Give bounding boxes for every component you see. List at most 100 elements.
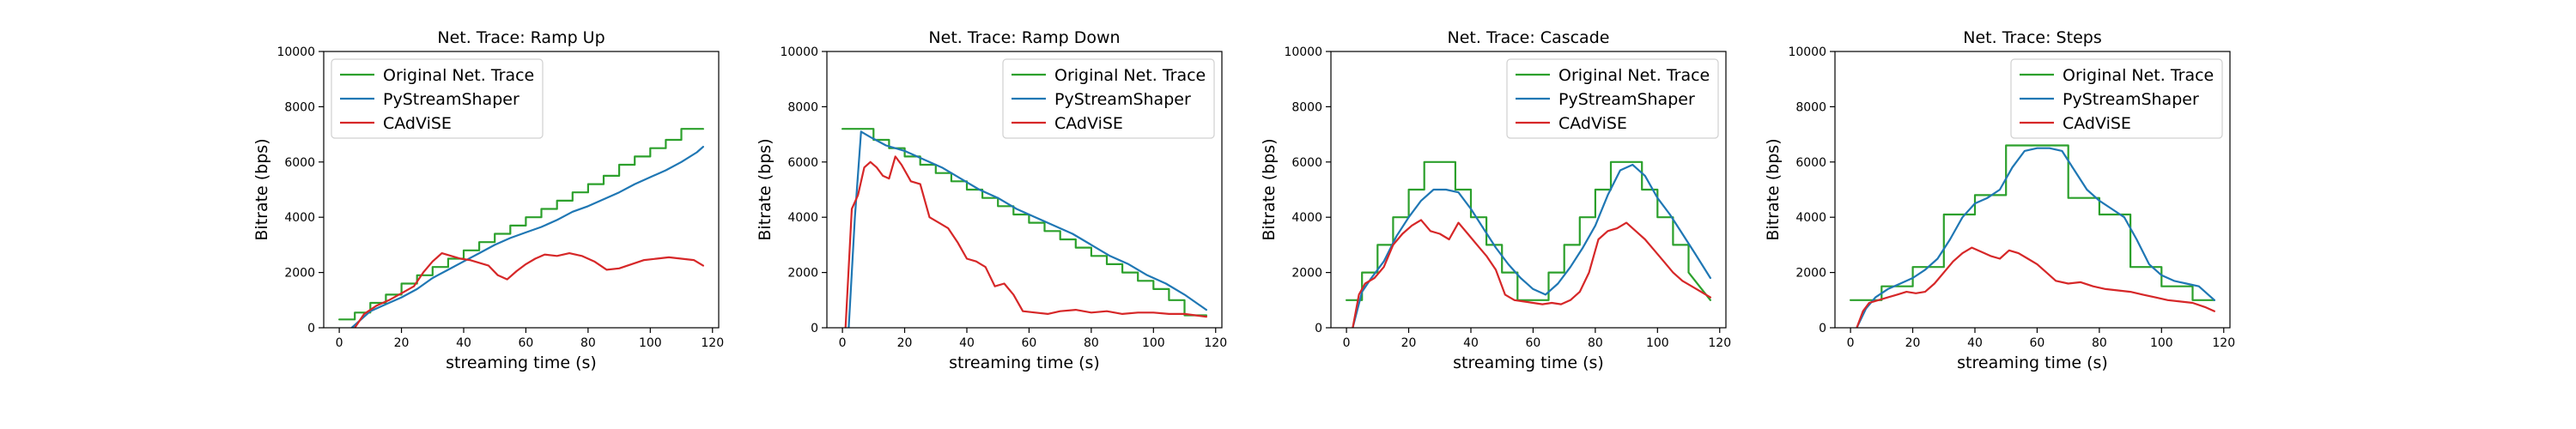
y-tick-label: 4000 [284,211,315,225]
x-tick-label: 100 [1142,336,1165,350]
y-axis-label: Bitrate (bps) [1764,138,1783,240]
legend: Original Net. Trace PyStreamShaper CAdViSE [1506,58,1719,139]
x-tick-label: 40 [1967,336,1983,350]
plot-frame [1330,51,1727,329]
y-tick-label: 0 [307,322,315,335]
legend-box [1506,58,1719,139]
y-tick-label: 8000 [1795,100,1826,114]
y-tick-label: 2000 [284,267,315,281]
y-axis-label: Bitrate (bps) [1260,138,1279,240]
y-tick-label: 2000 [787,267,818,281]
x-tick-label: 60 [1022,336,1037,350]
chart-title: Net. Trace: Cascade [1448,28,1610,47]
x-tick-label: 0 [1847,336,1855,350]
y-axis-label: Bitrate (bps) [252,138,271,240]
y-tick-label: 2000 [1291,267,1322,281]
chart-panel-4: Net. Trace: Steps 0 20 40 60 80 100 120 0 2000 400… [1764,28,2235,372]
x-tick-label: 80 [2092,336,2107,350]
y-tick-label: 10000 [780,45,818,59]
series-line-3 [1856,246,2215,328]
chart-panel-1: Net. Trace: Ramp Up 0 20 40 60 80 100 120 0 2000 4… [252,28,724,372]
series-line-3 [1352,219,1712,328]
x-tick-label: 40 [456,336,471,350]
x-tick-label: 0 [1343,336,1351,350]
x-tick-label: 20 [897,336,913,350]
legend-entry: PyStreamShaper [2063,90,2199,109]
y-tick-label: 6000 [1795,156,1826,170]
y-tick-label: 10000 [1788,45,1826,59]
y-tick-label: 8000 [1291,100,1322,114]
legend-entry: Original Net. Trace [2063,66,2214,85]
legend-entry: Original Net. Trace [1054,66,1206,85]
x-tick-label: 20 [394,336,410,350]
x-tick-label: 20 [1905,336,1921,350]
series-line-2 [1856,147,2215,328]
series-line-2 [350,146,705,328]
chart-title: Net. Trace: Ramp Down [928,28,1120,47]
x-axis-label: streaming time (s) [949,353,1100,372]
legend: Original Net. Trace PyStreamShaper CAdViSE [1002,58,1215,139]
x-tick-label: 60 [1526,336,1541,350]
y-tick-label: 4000 [787,211,818,225]
legend-entry: PyStreamShaper [1054,90,1191,109]
x-tick-label: 60 [2030,336,2045,350]
legend: Original Net. Trace PyStreamShaper CAdViSE [331,58,544,139]
y-tick-label: 0 [811,322,818,335]
legend-box [331,58,544,139]
legend-entry: CAdViSE [383,114,452,133]
y-tick-label: 6000 [284,156,315,170]
plot-frame [1834,51,2231,329]
legend-entry: Original Net. Trace [383,66,534,85]
x-tick-label: 40 [1463,336,1479,350]
x-tick-label: 120 [1708,336,1731,350]
x-tick-label: 40 [959,336,975,350]
x-tick-label: 100 [639,336,662,350]
x-tick-label: 20 [1401,336,1417,350]
legend-box [1002,58,1215,139]
x-tick-label: 100 [2150,336,2173,350]
series-line-1 [1850,144,2215,301]
x-axis-label: streaming time (s) [1957,353,2108,372]
series-line-2 [1352,163,1712,328]
x-axis-label: streaming time (s) [1453,353,1604,372]
x-tick-label: 100 [1646,336,1669,350]
y-tick-label: 0 [1819,322,1826,335]
series-line-1 [338,128,705,321]
x-tick-label: 80 [580,336,596,350]
y-tick-label: 6000 [787,156,818,170]
legend-entry: CAdViSE [1558,114,1627,133]
y-tick-label: 8000 [787,100,818,114]
legend-box [2010,58,2223,139]
y-axis-label: Bitrate (bps) [756,138,775,240]
x-tick-label: 0 [839,336,847,350]
y-tick-label: 6000 [1291,156,1322,170]
x-tick-label: 120 [701,336,724,350]
series-line-1 [841,128,1208,317]
chart-panel-2: Net. Trace: Ramp Down 0 20 40 60 80 100 120 0 200… [756,28,1227,372]
y-tick-label: 8000 [284,100,315,114]
x-tick-label: 120 [1204,336,1227,350]
x-axis-label: streaming time (s) [446,353,597,372]
x-tick-label: 80 [1588,336,1603,350]
legend-entry: CAdViSE [2063,114,2131,133]
plot-frame [323,51,720,329]
x-tick-label: 0 [336,336,343,350]
y-tick-label: 0 [1315,322,1322,335]
y-tick-label: 4000 [1291,211,1322,225]
x-tick-label: 60 [519,336,534,350]
legend-entry: PyStreamShaper [1558,90,1695,109]
series-line-3 [354,252,705,328]
series-line-2 [848,130,1208,328]
legend: Original Net. Trace PyStreamShaper CAdViSE [2010,58,2223,139]
legend-entry: CAdViSE [1054,114,1123,133]
chart-panel-3: Net. Trace: Cascade 0 20 40 60 80 100 120 0 2000 4… [1260,28,1731,372]
y-tick-label: 2000 [1795,267,1826,281]
x-tick-label: 80 [1084,336,1099,350]
y-tick-label: 10000 [276,45,315,59]
series-line-3 [844,155,1208,328]
x-tick-label: 120 [2212,336,2235,350]
plot-frame [826,51,1223,329]
chart-title: Net. Trace: Ramp Up [437,28,605,47]
chart-title: Net. Trace: Steps [1963,28,2101,47]
